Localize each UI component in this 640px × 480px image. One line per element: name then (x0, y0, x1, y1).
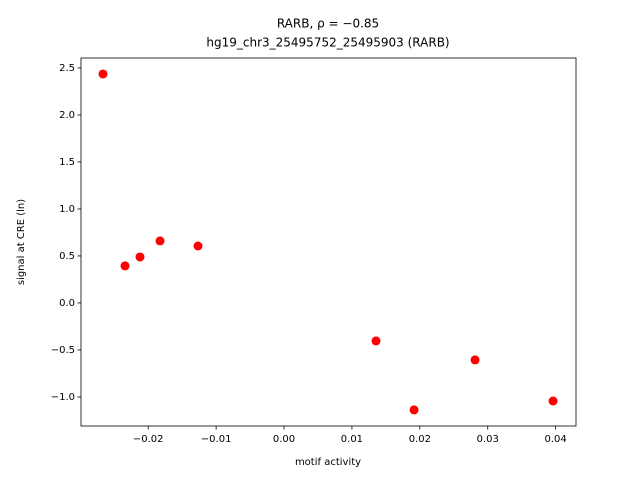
chart-subtitle: hg19_chr3_25495752_25495903 (RARB) (206, 36, 449, 50)
y-tick-label: −1.0 (51, 392, 75, 403)
x-axis-label: motif activity (295, 457, 361, 468)
y-tick-label: 1.0 (59, 204, 75, 215)
data-point (98, 69, 108, 79)
x-tick-label: 0.04 (544, 434, 566, 445)
y-tick-label: 1.5 (59, 157, 75, 168)
y-tick-label: 0.0 (59, 298, 75, 309)
x-tick-label: 0.02 (409, 434, 431, 445)
y-tick-label: 2.5 (59, 63, 75, 74)
x-tick-label: −0.02 (133, 434, 164, 445)
x-tick-label: 0.01 (341, 434, 363, 445)
y-tick-label: 2.0 (59, 110, 75, 121)
x-tick-label: 0.00 (273, 434, 295, 445)
data-point (371, 336, 381, 346)
y-tick-label: −0.5 (51, 345, 75, 356)
data-point (409, 405, 419, 415)
x-tick-label: −0.01 (201, 434, 232, 445)
plot-frame (80, 57, 577, 427)
data-point (120, 261, 130, 271)
chart-title: RARB, ρ = −0.85 (277, 17, 379, 31)
x-tick-label: 0.03 (477, 434, 499, 445)
data-point (193, 241, 203, 251)
data-point (548, 396, 558, 406)
y-tick-label: 0.5 (59, 251, 75, 262)
data-point (155, 236, 165, 246)
data-point (135, 252, 145, 262)
data-point (470, 355, 480, 365)
y-axis-label: signal at CRE (ln) (16, 199, 27, 285)
